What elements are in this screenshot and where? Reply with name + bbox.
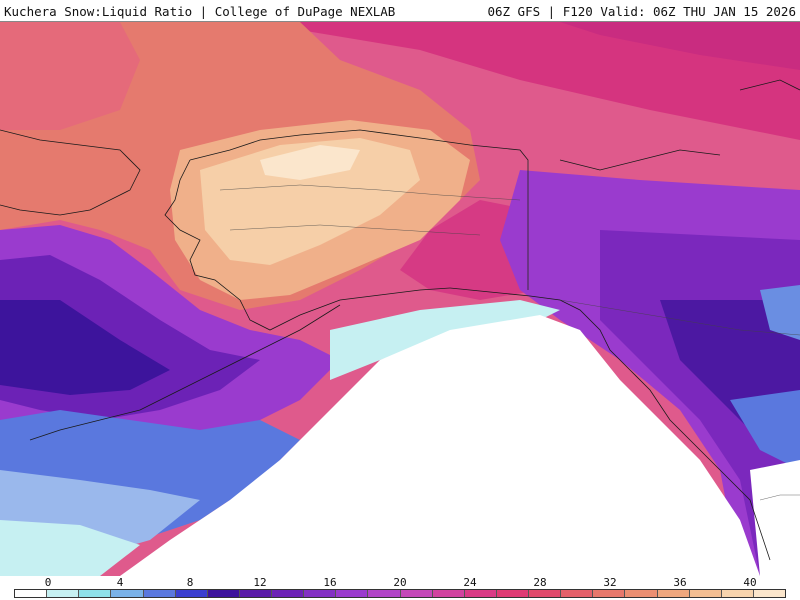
legend-label: 32 (603, 576, 617, 589)
legend-swatch (239, 590, 272, 597)
yukon-bc-border (559, 299, 800, 336)
internal-border (229, 224, 481, 236)
legend-swatch (15, 590, 48, 597)
field-pale-peach (200, 138, 420, 265)
legend-swatch (143, 590, 176, 597)
legend-swatch (657, 590, 690, 597)
legend-swatch (47, 590, 80, 597)
legend-label: 12 (253, 576, 267, 589)
legend-swatch (529, 590, 562, 597)
legend-labels: 0 4 8 12 16 20 24 28 32 36 40 (0, 576, 800, 589)
arctic-coast (559, 149, 721, 171)
legend-swatch (593, 590, 626, 597)
legend-swatch (175, 590, 208, 597)
legend-swatch (625, 590, 658, 597)
field-ocean-clear (120, 315, 760, 576)
legend-label: 40 (743, 576, 757, 589)
field-palest-peach (260, 145, 360, 180)
field-magenta-north (300, 22, 800, 140)
boundaries (219, 160, 800, 501)
legend-swatch (753, 590, 785, 597)
north-coast (189, 129, 529, 290)
legend-swatch (689, 590, 722, 597)
field-blue-east-2 (730, 390, 800, 470)
legend-swatch (721, 590, 754, 597)
field-deep-magenta-north (560, 22, 800, 70)
snow-liquid-ratio-map (0, 22, 800, 576)
legend-swatch (496, 590, 529, 597)
legend-label: 8 (186, 576, 194, 589)
legend-swatch (432, 590, 465, 597)
legend-swatch (400, 590, 433, 597)
coastlines (0, 79, 800, 561)
west-coast (164, 159, 451, 331)
field-cyan-sw (0, 520, 140, 576)
legend-swatch (79, 590, 112, 597)
canada-us-border (759, 494, 800, 501)
aleutian-islands (29, 304, 341, 441)
legend-color-bar (14, 589, 786, 598)
legend-swatch (272, 590, 305, 597)
internal-border (219, 184, 521, 201)
field-land-lower-right (750, 460, 800, 576)
field-cyan-coast (330, 300, 560, 380)
chukotka-coast (0, 129, 141, 216)
legend-label: 4 (116, 576, 124, 589)
color-scale-legend: 0 4 8 12 16 20 24 28 32 36 40 (0, 576, 800, 600)
map-canvas (0, 22, 800, 576)
map-header: Kuchera Snow:Liquid Ratio | College of D… (0, 0, 800, 22)
legend-label: 36 (673, 576, 687, 589)
field-blue-east (760, 285, 800, 340)
legend-label: 0 (44, 576, 52, 589)
legend-swatch (464, 590, 497, 597)
legend-swatch (336, 590, 369, 597)
product-title: Kuchera Snow:Liquid Ratio | College of D… (4, 4, 396, 19)
legend-label: 16 (323, 576, 337, 589)
southeast-coast (449, 287, 771, 561)
legend-swatch (111, 590, 144, 597)
legend-swatch (368, 590, 401, 597)
legend-swatch (304, 590, 337, 597)
legend-swatch (207, 590, 240, 597)
legend-label: 20 (393, 576, 407, 589)
arctic-island (739, 79, 800, 91)
model-valid-time: 06Z GFS | F120 Valid: 06Z THU JAN 15 202… (487, 4, 796, 19)
legend-label: 24 (463, 576, 477, 589)
field-deep-purple-west (0, 300, 170, 395)
field-pink-nw (0, 22, 140, 130)
legend-swatch (561, 590, 594, 597)
legend-label: 28 (533, 576, 547, 589)
